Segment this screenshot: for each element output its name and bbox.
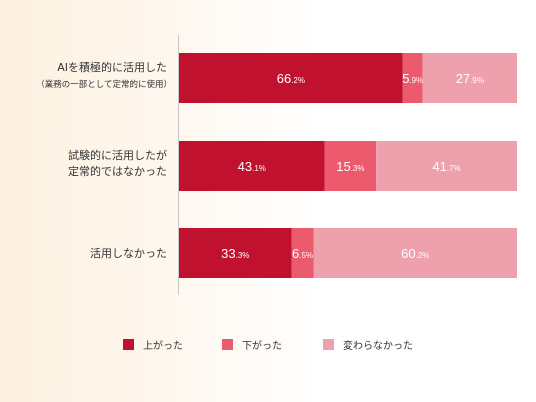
legend-item-down: 下がった (222, 337, 282, 352)
category-label-2: 活用しなかった (90, 247, 167, 260)
value-label-down-0: 5.9% (402, 71, 423, 86)
legend-swatch-up (123, 339, 134, 350)
value-label-unchanged-1: 41.7% (432, 159, 460, 174)
value-label-up-1: 43.1% (238, 159, 266, 174)
bar-segment-down-0 (402, 53, 423, 103)
value-label-down-1: 15.3% (336, 159, 364, 174)
bar-segment-unchanged-2 (313, 228, 517, 278)
legend-item-unchanged: 変わらなかった (323, 337, 413, 352)
value-label-up-0: 66.2% (277, 71, 305, 86)
bar-segment-up-1 (179, 141, 325, 191)
legend-swatch-unchanged (323, 339, 334, 350)
bar-segment-up-2 (179, 228, 292, 278)
data-labels: 66.2% 5.9% 27.9% 43.1% 15.3% 41.7% 33.3% 6.5% 60… (221, 71, 484, 261)
bar-segment-up-0 (179, 53, 403, 103)
legend-swatch-down (222, 339, 233, 350)
value-label-unchanged-0: 27.9% (456, 71, 484, 86)
legend-label-down: 下がった (242, 341, 282, 352)
bar-segment-down-2 (291, 228, 314, 278)
legend-label-unchanged: 変わらなかった (343, 341, 413, 352)
bar-segment-unchanged-1 (376, 141, 517, 191)
bar-segments (179, 53, 517, 278)
bar-segment-unchanged-0 (422, 53, 517, 103)
legend-label-up: 上がった (143, 341, 183, 352)
legend-item-up: 上がった (123, 337, 183, 352)
value-label-unchanged-2: 60.2% (401, 246, 429, 261)
value-label-up-2: 33.3% (221, 246, 249, 261)
category-label-1: 試験的に活用したが定常的ではなかった (68, 148, 167, 178)
category-label-0: AIを積極的に活用した（業務の一部として定常的に使用） (36, 60, 172, 90)
legend: 上がった 下がった 変わらなかった (0, 337, 536, 357)
bar-segment-down-1 (324, 141, 377, 191)
value-label-down-2: 6.5% (292, 246, 313, 261)
category-labels: AIを積極的に活用した（業務の一部として定常的に使用） 試験的に活用したが定常的で… (36, 60, 172, 260)
